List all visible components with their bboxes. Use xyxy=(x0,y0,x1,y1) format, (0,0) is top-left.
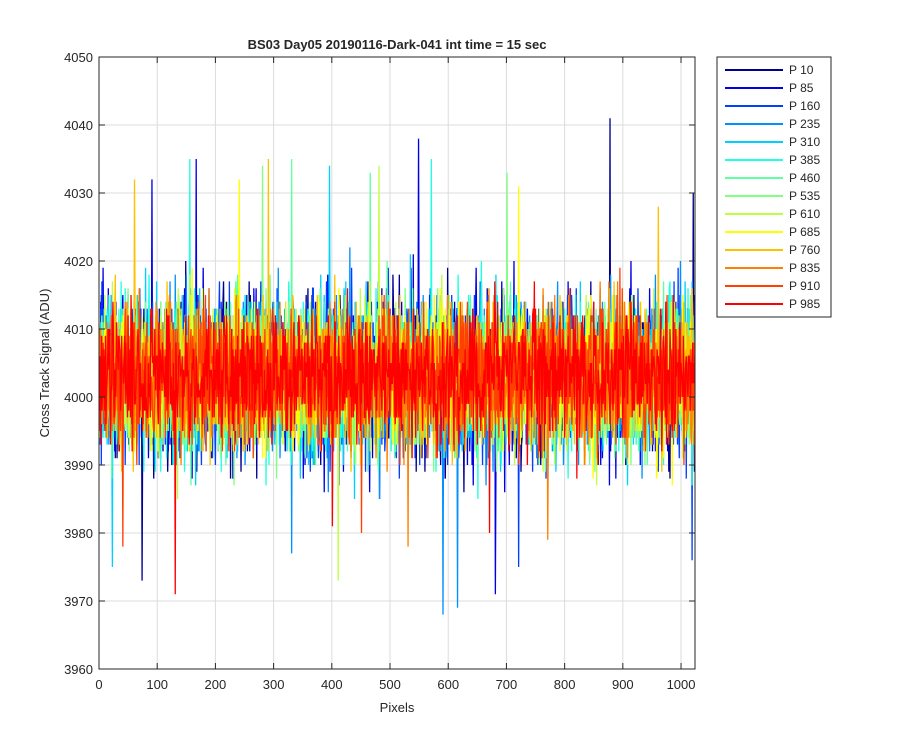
x-tick-label: 700 xyxy=(496,677,518,692)
x-tick-label: 200 xyxy=(205,677,227,692)
legend-label: P 985 xyxy=(789,297,820,311)
legend: P 10 P 85 P 160 P 235 P 310 P 385 P 460 P 535 P … xyxy=(716,56,832,318)
y-tick-label: 4030 xyxy=(64,186,93,201)
y-tick-label: 4050 xyxy=(64,50,93,65)
x-tick-label: 400 xyxy=(321,677,343,692)
x-tick-label: 100 xyxy=(146,677,168,692)
y-tick-label: 3970 xyxy=(64,594,93,609)
legend-label: P 610 xyxy=(789,207,820,221)
y-tick-label: 4040 xyxy=(64,118,93,133)
legend-label: P 235 xyxy=(789,117,820,131)
legend-label: P 910 xyxy=(789,279,820,293)
y-tick-label: 3960 xyxy=(64,662,93,677)
y-tick-label: 4000 xyxy=(64,390,93,405)
x-tick-label: 1000 xyxy=(667,677,696,692)
legend-label: P 85 xyxy=(789,81,814,95)
legend-label: P 310 xyxy=(789,135,820,149)
legend-label: P 835 xyxy=(789,261,820,275)
series-line-p985 xyxy=(99,281,695,595)
chart-title: BS03 Day05 20190116-Dark-041 int time = … xyxy=(248,37,547,52)
x-tick-label: 900 xyxy=(612,677,634,692)
legend-label: P 685 xyxy=(789,225,820,239)
legend-box xyxy=(716,56,832,318)
legend-label: P 760 xyxy=(789,243,820,257)
y-tick-label: 4020 xyxy=(64,254,93,269)
legend-label: P 460 xyxy=(789,171,820,185)
y-tick-label: 3980 xyxy=(64,526,93,541)
x-axis: 0 100 200 300 400 500 600 700 800 900 1000 xyxy=(95,57,695,692)
x-tick-label: 500 xyxy=(379,677,401,692)
legend-label: P 160 xyxy=(789,99,820,113)
x-tick-label: 600 xyxy=(437,677,459,692)
x-axis-label: Pixels xyxy=(380,700,415,715)
legend-label: P 385 xyxy=(789,153,820,167)
legend-label: P 535 xyxy=(789,189,820,203)
x-tick-label: 0 xyxy=(95,677,102,692)
x-tick-label: 300 xyxy=(263,677,285,692)
plot-frame xyxy=(98,56,696,670)
y-tick-label: 3990 xyxy=(64,458,93,473)
y-tick-label: 4010 xyxy=(64,322,93,337)
legend-label: P 10 xyxy=(789,63,814,77)
x-tick-label: 800 xyxy=(554,677,576,692)
y-axis: 3960 3970 3980 3990 4000 4010 4020 4030 4040 4050 xyxy=(64,50,695,677)
series-layer xyxy=(99,118,695,615)
y-axis-label: Cross Track Signal (ADU) xyxy=(37,289,52,438)
